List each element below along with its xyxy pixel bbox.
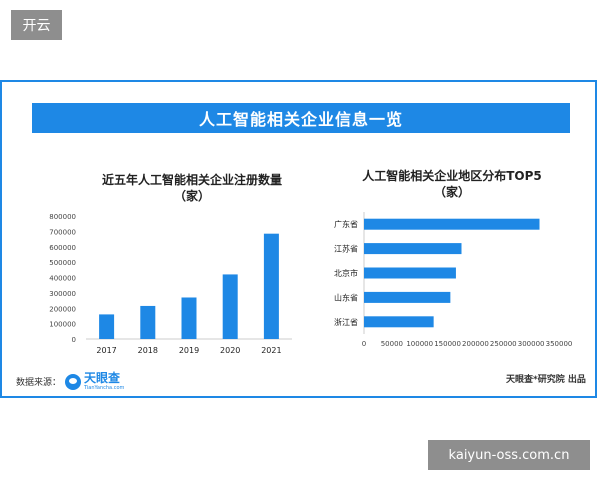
bar: [364, 291, 451, 303]
y-tick-label: 广东省: [334, 219, 358, 229]
banner-title: 人工智能相关企业信息一览: [32, 103, 570, 133]
bar: [99, 314, 115, 339]
right-chart-title-block: 人工智能相关企业地区分布TOP5 （家）: [342, 168, 562, 200]
yearly-registration-chart: 0 100000 200000 300000 400000 500000 600000 700…: [49, 213, 292, 355]
x-tick-label: 150000: [434, 340, 461, 348]
x-tick-label: 0: [362, 340, 366, 348]
data-source: 数据来源： 天眼查 TianYancha.com: [16, 372, 124, 392]
x-tick-label: 200000: [462, 340, 489, 348]
left-chart-title-block: 近五年人工智能相关企业注册数量 （家）: [92, 172, 292, 204]
data-source-label: 数据来源：: [16, 378, 62, 388]
x-tick-label: 2018: [138, 346, 158, 355]
y-tick-label: 300000: [49, 290, 76, 298]
y-tick-label: 400000: [49, 275, 76, 283]
y-tick-label: 山东省: [334, 292, 358, 302]
left-chart-title: 近五年人工智能相关企业注册数量: [101, 173, 282, 187]
x-tick-label: 2020: [220, 346, 240, 355]
bar: [181, 297, 197, 339]
bar: [364, 218, 540, 230]
bar: [222, 274, 238, 339]
corner-tag: 开云: [11, 10, 62, 40]
y-tick-label: 100000: [49, 321, 76, 329]
bar: [140, 305, 156, 339]
left-chart-subtitle: （家）: [173, 189, 210, 203]
bar: [364, 243, 462, 255]
bar: [263, 233, 279, 339]
right-chart-subtitle: （家）: [433, 185, 470, 199]
x-tick-label: 250000: [490, 340, 517, 348]
tianyancha-logo: 天眼查 TianYancha.com: [65, 372, 124, 391]
x-tick-label: 2021: [261, 346, 281, 355]
y-tick-label: 0: [72, 336, 76, 344]
bar: [364, 267, 456, 279]
x-tick-label: 100000: [406, 340, 433, 348]
y-tick-label: 600000: [49, 244, 76, 252]
x-tick-label: 300000: [518, 340, 545, 348]
y-tick-label: 800000: [49, 213, 76, 221]
x-tick-label: 2019: [179, 346, 199, 355]
y-tick-label: 700000: [49, 228, 76, 236]
y-tick-label: 北京市: [334, 268, 358, 278]
logo-name: 天眼查: [84, 371, 121, 385]
y-tick-label: 浙江省: [334, 317, 358, 327]
y-tick-label: 200000: [49, 305, 76, 313]
logo-sub: TianYancha.com: [84, 385, 125, 391]
x-tick-label: 350000: [546, 340, 573, 348]
info-card: 人工智能相关企业信息一览 近五年人工智能相关企业注册数量 （家） 人工智能相关企…: [0, 80, 597, 398]
x-tick-label: 2017: [96, 346, 116, 355]
y-tick-label: 江苏省: [334, 244, 358, 254]
research-credit: 天眼查*研究院 出品: [506, 375, 586, 385]
tianyancha-logo-icon: [65, 373, 82, 390]
watermark: kaiyun-oss.com.cn: [428, 440, 590, 470]
y-tick-label: 500000: [49, 259, 76, 267]
right-chart-title: 人工智能相关企业地区分布TOP5: [362, 169, 542, 183]
bar: [364, 316, 434, 328]
x-tick-label: 50000: [381, 340, 403, 348]
